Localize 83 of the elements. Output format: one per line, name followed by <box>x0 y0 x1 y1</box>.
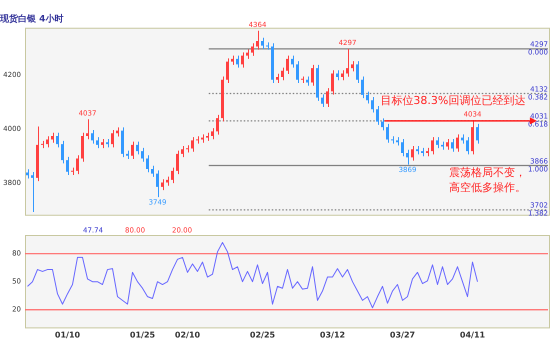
candlestick <box>366 91 369 104</box>
x-tick-label: 03/12 <box>320 330 346 340</box>
candlestick <box>291 55 294 68</box>
candlestick <box>246 48 249 60</box>
candlestick <box>91 130 94 144</box>
candlestick <box>191 136 194 152</box>
annotation: 目标位38.3%回调位已经到达 <box>380 94 526 108</box>
candlestick <box>101 138 104 149</box>
candlestick <box>26 168 29 179</box>
candlestick <box>171 167 174 184</box>
candlestick <box>186 144 189 153</box>
candlestick <box>346 48 349 78</box>
x-tick-label: 01/10 <box>54 330 81 340</box>
candlestick <box>136 141 139 155</box>
candlestick <box>86 118 89 140</box>
candlestick <box>216 114 219 136</box>
candlestick <box>386 123 389 144</box>
candlestick <box>356 60 359 84</box>
candlestick <box>141 147 144 162</box>
candlestick <box>456 134 459 152</box>
candlestick <box>401 138 404 157</box>
candlestick <box>166 176 169 186</box>
candlestick <box>81 132 84 162</box>
candlestick <box>236 55 239 68</box>
annotation: 震荡格局不变， <box>449 166 526 180</box>
candlestick <box>376 105 379 126</box>
candlestick <box>281 67 284 81</box>
candlestick <box>176 150 179 175</box>
candlestick <box>161 178 164 191</box>
chart-title: 现货白银 4小时 <box>0 14 64 25</box>
candlestick <box>406 149 409 166</box>
x-tick-label: 02/25 <box>250 330 276 340</box>
candlestick <box>321 94 324 108</box>
candlestick <box>156 170 159 198</box>
candlestick <box>121 126 124 158</box>
candlestick <box>296 60 299 84</box>
candlestick <box>411 146 414 162</box>
candlestick <box>461 134 464 144</box>
x-tick-label: 02/10 <box>174 330 201 340</box>
candlestick <box>276 73 279 84</box>
candlestick <box>31 171 34 213</box>
candlestick <box>371 96 374 113</box>
x-tick-label: 03/27 <box>390 330 416 340</box>
candlestick <box>111 130 114 148</box>
x-tick-label: 04/11 <box>460 330 486 340</box>
candlestick <box>341 70 344 81</box>
candlestick <box>466 136 469 155</box>
x-tick-label: 01/25 <box>130 330 156 340</box>
candlestick <box>256 30 259 50</box>
candlestick <box>56 132 59 148</box>
candlestick <box>351 60 354 72</box>
candlestick <box>46 136 49 148</box>
candlestick <box>251 42 254 56</box>
candlestick <box>451 138 454 152</box>
candlestick <box>151 165 154 178</box>
candlestick <box>131 141 134 160</box>
candlestick <box>116 126 119 138</box>
candlestick <box>71 167 74 176</box>
candlestick <box>431 136 434 155</box>
candlestick <box>96 136 99 149</box>
candlestick <box>146 154 149 173</box>
candlestick <box>336 70 339 81</box>
annotation: 高空低多操作。 <box>449 181 526 194</box>
candlestick <box>226 58 229 84</box>
candlestick <box>181 146 184 158</box>
candlestick <box>476 123 479 144</box>
candlestick <box>446 138 449 150</box>
candlestick <box>231 55 234 66</box>
candlestick <box>241 52 244 68</box>
candlestick <box>311 64 314 86</box>
candlestick <box>306 76 309 86</box>
candlestick <box>436 136 439 149</box>
candlestick <box>286 55 289 75</box>
candlestick <box>211 128 214 140</box>
candlestick <box>66 156 69 176</box>
candlestick <box>76 154 79 175</box>
candlestick <box>61 140 64 164</box>
candlestick <box>381 118 384 131</box>
candlestick <box>326 88 329 108</box>
candlestick <box>331 70 334 96</box>
candlestick <box>261 37 264 50</box>
candlestick <box>361 76 364 99</box>
candlestick <box>51 132 54 144</box>
